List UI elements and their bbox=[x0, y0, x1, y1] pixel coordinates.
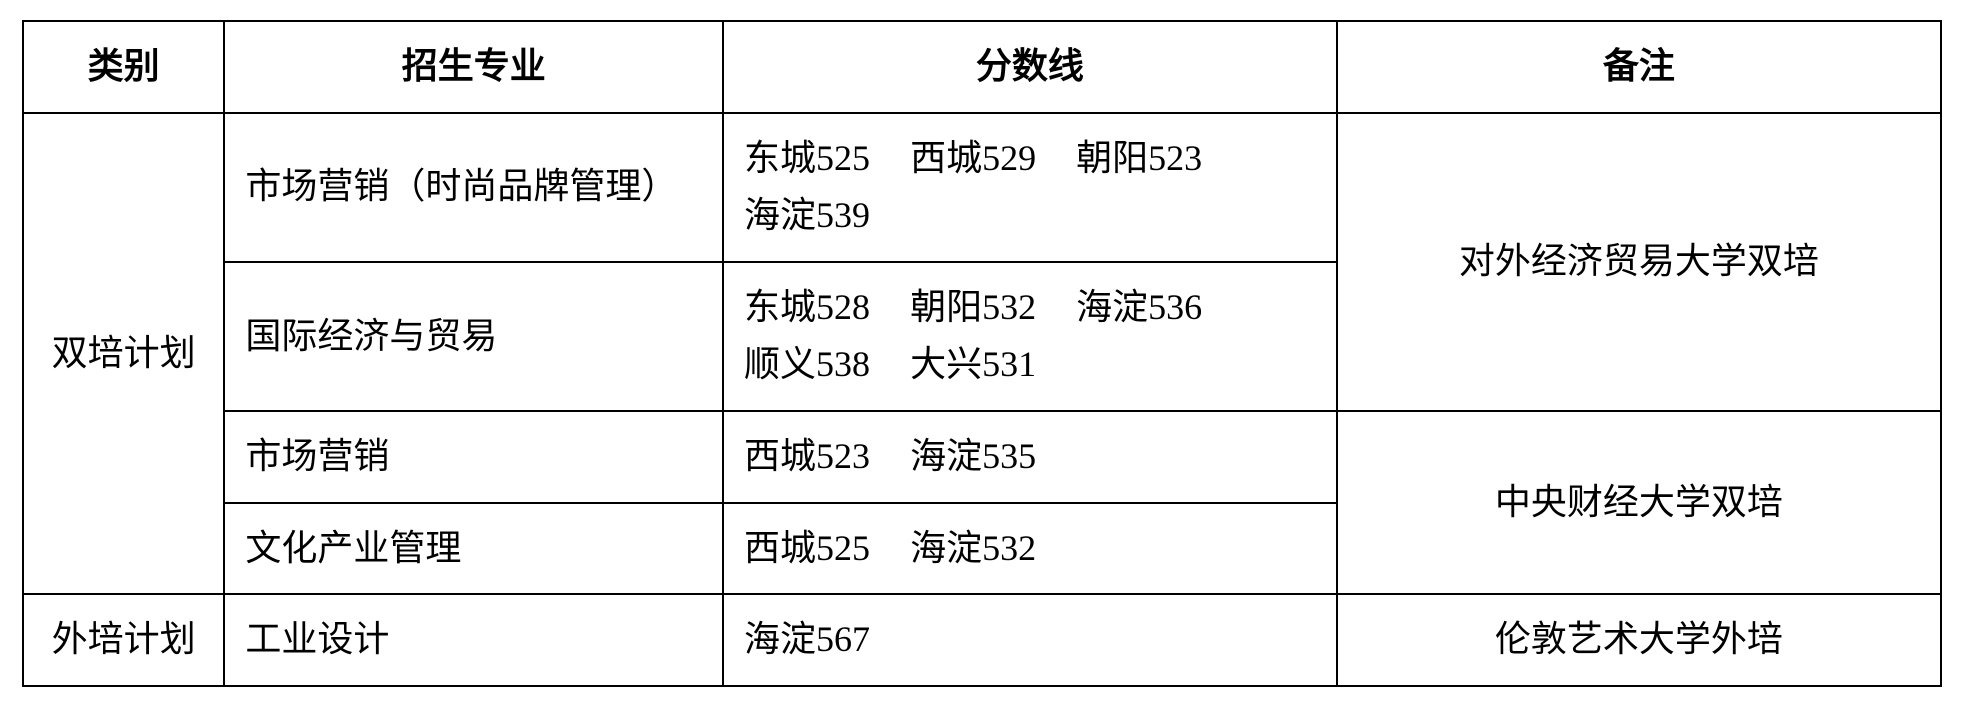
remark-cufe: 中央财经大学双培 bbox=[1337, 411, 1941, 594]
score-item: 大兴531 bbox=[910, 336, 1036, 394]
score-item: 东城525 bbox=[744, 130, 870, 188]
table-row: 外培计划 工业设计 海淀567 伦敦艺术大学外培 bbox=[23, 594, 1941, 686]
header-category: 类别 bbox=[23, 21, 224, 113]
table-body: 双培计划 市场营销（时尚品牌管理） 东城525 西城529 朝阳523 海淀539 对… bbox=[23, 113, 1941, 686]
header-remark: 备注 bbox=[1337, 21, 1941, 113]
category-waipei: 外培计划 bbox=[23, 594, 224, 686]
header-score: 分数线 bbox=[723, 21, 1337, 113]
major-cell: 工业设计 bbox=[224, 594, 723, 686]
score-item: 朝阳532 bbox=[910, 279, 1036, 337]
score-cell: 海淀567 bbox=[723, 594, 1337, 686]
admission-table: 类别 招生专业 分数线 备注 双培计划 市场营销（时尚品牌管理） 东城525 西城… bbox=[22, 20, 1942, 687]
category-shuangpei: 双培计划 bbox=[23, 113, 224, 595]
score-cell: 东城525 西城529 朝阳523 海淀539 bbox=[723, 113, 1337, 262]
major-cell: 国际经济与贸易 bbox=[224, 262, 723, 411]
score-item: 西城523 bbox=[744, 428, 870, 486]
score-cell: 东城528 朝阳532 海淀536 顺义538 大兴531 bbox=[723, 262, 1337, 411]
table-header: 类别 招生专业 分数线 备注 bbox=[23, 21, 1941, 113]
score-item: 西城525 bbox=[744, 520, 870, 578]
score-item: 海淀535 bbox=[910, 428, 1036, 486]
major-cell: 市场营销 bbox=[224, 411, 723, 503]
score-cell: 西城525 海淀532 bbox=[723, 503, 1337, 595]
major-cell: 市场营销（时尚品牌管理） bbox=[224, 113, 723, 262]
remark-uibe: 对外经济贸易大学双培 bbox=[1337, 113, 1941, 411]
score-item: 顺义538 bbox=[744, 336, 870, 394]
score-item: 海淀532 bbox=[910, 520, 1036, 578]
remark-ual: 伦敦艺术大学外培 bbox=[1337, 594, 1941, 686]
score-item: 朝阳523 bbox=[1076, 130, 1202, 188]
score-item: 西城529 bbox=[910, 130, 1036, 188]
major-cell: 文化产业管理 bbox=[224, 503, 723, 595]
admission-table-container: 类别 招生专业 分数线 备注 双培计划 市场营销（时尚品牌管理） 东城525 西城… bbox=[22, 20, 1942, 687]
header-major: 招生专业 bbox=[224, 21, 723, 113]
score-item: 东城528 bbox=[744, 279, 870, 337]
score-item: 海淀567 bbox=[744, 611, 870, 669]
table-row: 市场营销 西城523海淀535 中央财经大学双培 bbox=[23, 411, 1941, 503]
score-cell: 西城523 海淀535 bbox=[723, 411, 1337, 503]
header-row: 类别 招生专业 分数线 备注 bbox=[23, 21, 1941, 113]
score-item: 海淀539 bbox=[744, 187, 870, 245]
score-item: 海淀536 bbox=[1076, 279, 1202, 337]
table-row: 双培计划 市场营销（时尚品牌管理） 东城525西城529朝阳523海淀539 对… bbox=[23, 113, 1941, 262]
